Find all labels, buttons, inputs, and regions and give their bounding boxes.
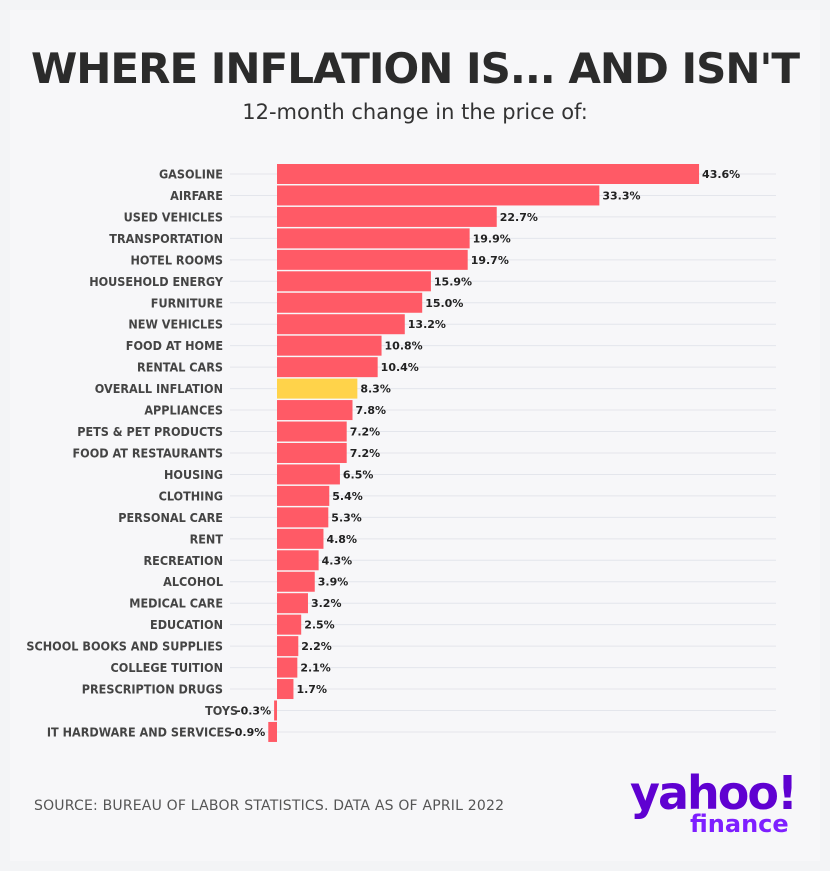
category-label: HOTEL ROOMS xyxy=(131,252,223,267)
chart-subtitle: 12-month change in the price of: xyxy=(242,100,588,124)
category-label: MEDICAL CARE xyxy=(129,596,223,611)
value-label: 5.3% xyxy=(331,511,362,524)
category-label: APPLIANCES xyxy=(144,403,223,418)
bar xyxy=(277,528,324,549)
value-label: 22.7% xyxy=(500,211,538,224)
category-label: FOOD AT HOME xyxy=(126,338,223,353)
bar xyxy=(277,593,308,614)
bar xyxy=(277,185,600,206)
category-label: HOUSING xyxy=(164,467,223,482)
value-label: 7.2% xyxy=(350,447,381,460)
value-label: 6.5% xyxy=(343,468,374,481)
value-label: 43.6% xyxy=(702,168,740,181)
bar xyxy=(277,485,330,506)
category-label: USED VEHICLES xyxy=(124,209,223,224)
value-label: 2.2% xyxy=(301,640,332,653)
labels: GASOLINE 43.6% AIRFARE 33.3% USED VEHICLES 22… xyxy=(26,167,740,740)
bar xyxy=(277,357,378,378)
value-label: 3.9% xyxy=(318,576,349,589)
category-label: GASOLINE xyxy=(159,167,223,182)
value-label: 4.3% xyxy=(322,554,353,567)
bar xyxy=(277,636,299,657)
value-label: 19.7% xyxy=(471,254,509,267)
category-label: TOYS xyxy=(205,703,238,718)
bar xyxy=(277,400,353,421)
yahoo-logo: yahoo! xyxy=(630,766,798,820)
value-label: 4.8% xyxy=(326,533,357,546)
bar xyxy=(277,292,423,313)
value-label: -0.3% xyxy=(236,705,271,718)
bar xyxy=(277,164,700,184)
bar xyxy=(277,571,315,592)
value-label: 8.3% xyxy=(360,383,391,396)
bar xyxy=(277,206,497,227)
value-label: 15.0% xyxy=(425,297,463,310)
category-label: ALCOHOL xyxy=(163,574,223,589)
value-label: 15.9% xyxy=(434,275,472,288)
category-label: NEW VEHICLES xyxy=(128,317,223,332)
category-label: RENT xyxy=(190,531,224,546)
bar xyxy=(277,314,405,335)
bar xyxy=(277,249,468,270)
value-label: 7.2% xyxy=(350,426,381,439)
bar xyxy=(277,335,382,356)
category-label: EDUCATION xyxy=(150,617,223,632)
bar xyxy=(274,700,277,721)
category-label: TRANSPORTATION xyxy=(109,231,223,246)
value-label: 2.5% xyxy=(304,619,335,632)
bar xyxy=(277,442,347,463)
value-label: 7.8% xyxy=(356,404,387,417)
bar xyxy=(268,721,277,742)
value-label: 10.4% xyxy=(381,361,419,374)
category-label: PETS & PET PRODUCTS xyxy=(77,424,223,439)
category-label: CLOTHING xyxy=(159,488,223,503)
value-label: 2.1% xyxy=(300,662,331,675)
value-label: 1.7% xyxy=(296,683,327,696)
bar xyxy=(277,421,347,442)
bar xyxy=(277,614,302,635)
category-label: PRESCRIPTION DRUGS xyxy=(82,682,223,697)
value-label: 13.2% xyxy=(408,318,446,331)
value-label: 10.8% xyxy=(385,340,423,353)
finance-logo: finance xyxy=(690,810,789,838)
bar-chart: GASOLINE 43.6% AIRFARE 33.3% USED VEHICLES 22… xyxy=(26,164,776,742)
bar xyxy=(277,228,470,249)
category-label: RECREATION xyxy=(144,553,224,568)
value-label: 3.2% xyxy=(311,597,342,610)
bars xyxy=(268,164,700,742)
category-label: PERSONAL CARE xyxy=(118,510,223,525)
bar xyxy=(277,378,358,399)
category-label: IT HARDWARE AND SERVICES xyxy=(47,724,232,739)
category-label: AIRFARE xyxy=(170,188,223,203)
chart-card xyxy=(10,10,820,861)
value-label: 33.3% xyxy=(602,189,640,202)
category-label: FOOD AT RESTAURANTS xyxy=(72,445,223,460)
category-label: SCHOOL BOOKS AND SUPPLIES xyxy=(26,639,223,654)
bar xyxy=(277,550,319,571)
value-label: 19.9% xyxy=(473,232,511,245)
bar xyxy=(277,507,329,528)
value-label: 5.4% xyxy=(332,490,363,503)
category-label: RENTAL CARS xyxy=(137,360,223,375)
category-label: HOUSEHOLD ENERGY xyxy=(89,274,224,289)
bar xyxy=(277,679,294,700)
category-label: OVERALL INFLATION xyxy=(95,381,223,396)
bar xyxy=(277,271,431,292)
bar xyxy=(277,657,298,678)
category-label: FURNITURE xyxy=(151,295,223,310)
bar xyxy=(277,464,340,485)
chart-title: WHERE INFLATION IS... AND ISN'T xyxy=(30,44,800,93)
source-note: SOURCE: BUREAU OF LABOR STATISTICS. DATA… xyxy=(34,798,505,814)
category-label: COLLEGE TUITION xyxy=(111,660,223,675)
value-label: -0.9% xyxy=(230,726,265,739)
